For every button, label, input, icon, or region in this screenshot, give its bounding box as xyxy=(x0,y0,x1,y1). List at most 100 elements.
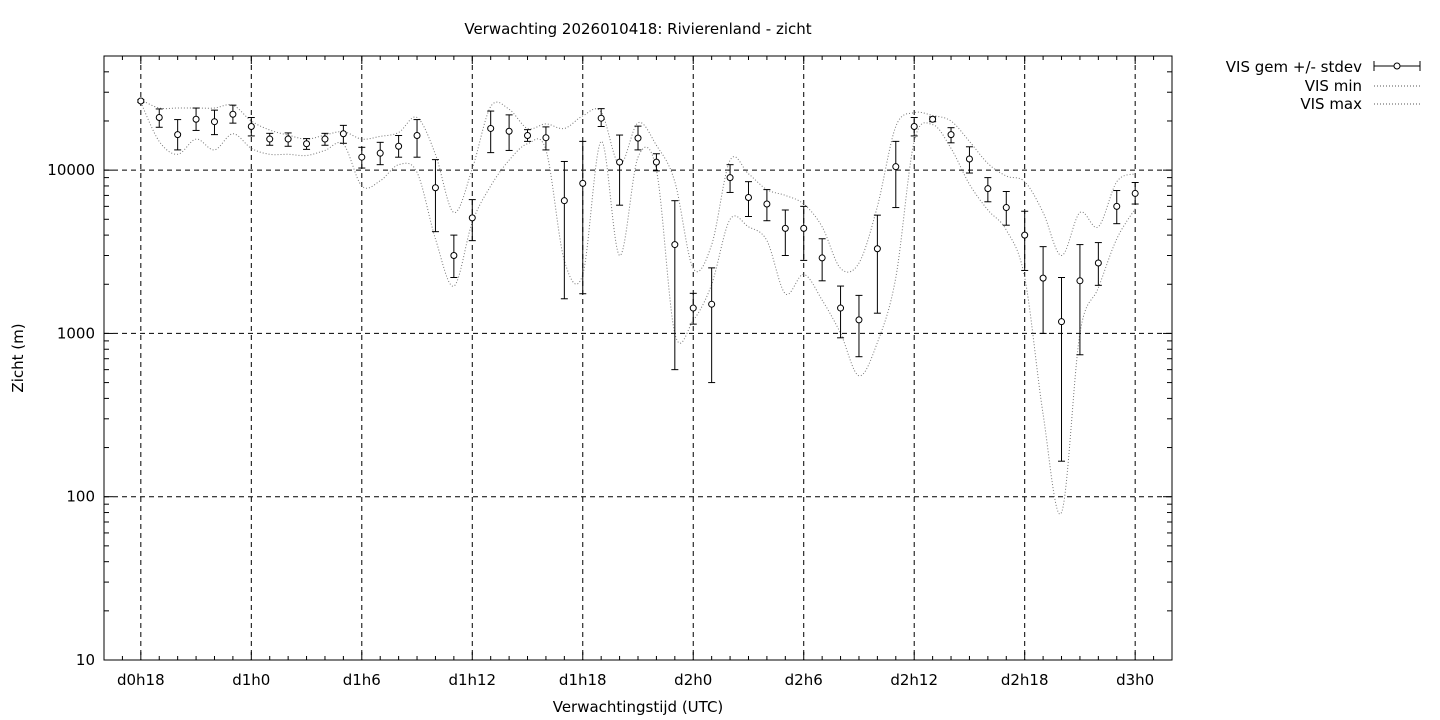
mean-point xyxy=(321,135,329,143)
mean-point xyxy=(837,304,845,312)
mean-point xyxy=(284,135,292,143)
legend-label-min: VIS min xyxy=(1305,77,1362,95)
mean-point xyxy=(892,163,900,171)
mean-point xyxy=(155,114,163,122)
legend-entry-max: VIS max xyxy=(1300,95,1420,113)
x-tick-label: d2h18 xyxy=(1001,671,1049,689)
error-bar xyxy=(873,214,881,314)
mean-point xyxy=(800,224,808,232)
mean-point xyxy=(947,131,955,139)
x-tick-labels: d0h18 d1h0 d1h6 d1h12 d1h18 d2h0 d2h6 d2h12 d2h1… xyxy=(117,671,1154,689)
x-tick-label: d2h6 xyxy=(785,671,823,689)
mean-point xyxy=(210,118,218,126)
mean-point xyxy=(542,134,550,142)
mean-point xyxy=(1021,231,1029,239)
x-tick-label: d1h6 xyxy=(343,671,381,689)
mean-point xyxy=(689,304,697,312)
mean-point xyxy=(634,134,642,142)
mean-point xyxy=(468,214,476,222)
mean-point xyxy=(763,200,771,208)
error-bar xyxy=(616,134,624,206)
x-tick-label: d1h12 xyxy=(448,671,496,689)
mean-point xyxy=(708,300,716,308)
y-tick-labels: 10 100 1000 10000 xyxy=(47,161,95,669)
x-tick-label: d2h0 xyxy=(674,671,712,689)
mean-point xyxy=(395,142,403,150)
mean-point xyxy=(1094,259,1102,267)
legend: VIS gem +/- stdev VIS min VIS max xyxy=(1226,58,1421,113)
x-tick-label: d1h18 xyxy=(559,671,607,689)
y-tick-label: 100 xyxy=(66,488,95,506)
y-tick-label: 10000 xyxy=(47,161,95,179)
y-tick-label: 10 xyxy=(76,651,95,669)
mean-point xyxy=(174,131,182,139)
mean-point xyxy=(505,127,513,135)
error-bar xyxy=(892,140,900,209)
error-bar xyxy=(560,160,568,300)
mean-point xyxy=(229,110,237,118)
error-bar xyxy=(1076,244,1084,356)
mean-point xyxy=(339,130,347,138)
y-axis-label: Zicht (m) xyxy=(9,323,27,392)
mean-point xyxy=(726,174,734,182)
mean-point xyxy=(652,158,660,166)
error-bar xyxy=(1039,246,1047,334)
axis-ticks xyxy=(103,56,1173,661)
mean-point xyxy=(855,316,863,324)
error-bar xyxy=(431,159,439,233)
mean-point xyxy=(247,123,255,131)
legend-label-mean: VIS gem +/- stdev xyxy=(1226,58,1362,76)
mean-point xyxy=(137,97,145,105)
vis-min-line xyxy=(140,102,1136,515)
mean-point xyxy=(266,135,274,143)
mean-point xyxy=(1131,189,1139,197)
legend-point-marker xyxy=(1393,62,1401,70)
mean-point xyxy=(984,185,992,193)
mean-point xyxy=(376,149,384,157)
mean-point xyxy=(431,184,439,192)
mean-point xyxy=(358,153,366,161)
mean-point xyxy=(450,252,458,260)
vis-max-line xyxy=(140,99,1136,273)
error-bar xyxy=(1058,277,1066,462)
legend-entry-mean: VIS gem +/- stdev xyxy=(1226,58,1421,76)
legend-label-max: VIS max xyxy=(1300,95,1362,113)
mean-point xyxy=(873,245,881,253)
error-bar xyxy=(855,294,863,358)
mean-point xyxy=(524,131,532,139)
mean-point xyxy=(965,155,973,163)
error-bar xyxy=(708,267,716,384)
x-axis-label: Verwachtingstijd (UTC) xyxy=(553,698,724,716)
mean-point xyxy=(560,197,568,205)
grid-lines xyxy=(104,56,1172,660)
mean-point xyxy=(413,131,421,139)
error-bar xyxy=(781,209,789,257)
mean-point xyxy=(1039,274,1047,282)
mean-point xyxy=(1058,318,1066,326)
error-bar xyxy=(671,200,679,371)
chart-title: Verwachting 2026010418: Rivierenland - z… xyxy=(464,20,811,38)
y-tick-label: 1000 xyxy=(57,324,95,342)
error-bar xyxy=(800,205,808,261)
mean-point xyxy=(303,140,311,148)
x-tick-label: d1h0 xyxy=(232,671,270,689)
error-bar xyxy=(837,285,845,339)
mean-point xyxy=(487,124,495,132)
x-tick-label: d3h0 xyxy=(1116,671,1154,689)
series-lines xyxy=(140,99,1136,515)
mean-point xyxy=(579,179,587,187)
mean-point xyxy=(597,114,605,122)
mean-point xyxy=(744,193,752,201)
x-tick-label: d0h18 xyxy=(117,671,165,689)
mean-point xyxy=(818,254,826,262)
mean-point xyxy=(616,158,624,166)
mean-point xyxy=(1076,277,1084,285)
x-tick-label: d2h12 xyxy=(890,671,938,689)
mean-point xyxy=(192,115,200,123)
mean-point xyxy=(1113,202,1121,210)
error-bar xyxy=(579,140,587,295)
mean-point xyxy=(781,224,789,232)
mean-point xyxy=(929,115,937,123)
mean-point xyxy=(671,241,679,249)
